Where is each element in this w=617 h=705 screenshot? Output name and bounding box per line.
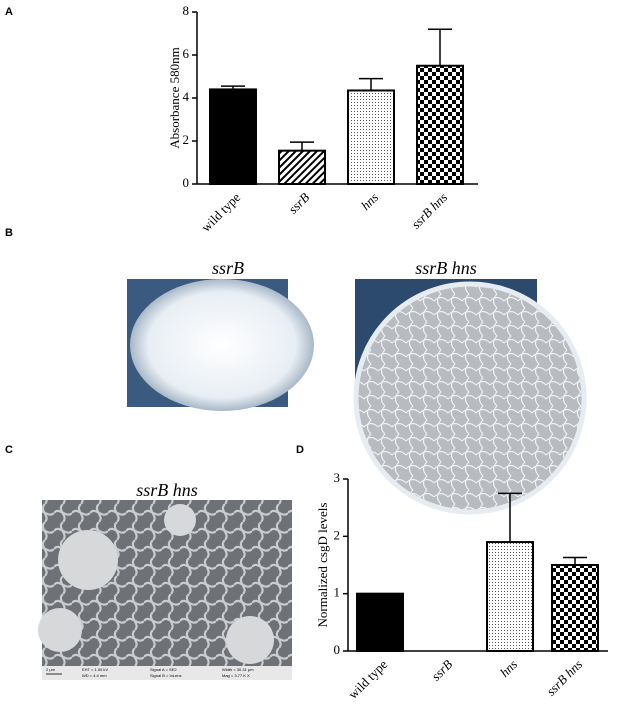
x-tick-label: ssrB hns xyxy=(543,657,585,699)
sem-info: Signal A = SE2 xyxy=(150,667,177,672)
y-axis-label: Normalized csgD levels xyxy=(315,503,330,628)
bar xyxy=(347,89,395,185)
error-bar xyxy=(498,492,522,543)
x-tick-label: ssrB hns xyxy=(408,190,450,232)
error-bar xyxy=(428,28,452,66)
panel-label: A xyxy=(5,6,13,18)
bar xyxy=(486,541,534,652)
x-tick-label: wild type xyxy=(198,189,243,234)
x-tick-label: ssrB xyxy=(285,190,312,217)
bar xyxy=(356,592,404,653)
y-tick-label: 2 xyxy=(183,132,190,147)
image-title: ssrB xyxy=(212,258,244,278)
sem-image xyxy=(38,500,292,680)
panel-label: B xyxy=(5,227,13,239)
x-tick-label: hns xyxy=(358,190,381,213)
colony-image xyxy=(353,279,587,515)
y-tick-label: 2 xyxy=(334,527,341,542)
sem-info: WD = 4.4 mm xyxy=(82,673,107,678)
y-tick-label: 0 xyxy=(183,175,190,190)
error-bar xyxy=(290,141,314,151)
bar xyxy=(278,149,326,186)
error-bar xyxy=(563,556,587,565)
sem-info: Signal B = InLens xyxy=(150,673,181,678)
y-tick-label: 0 xyxy=(334,642,341,657)
image-title: ssrB hns xyxy=(136,480,198,500)
sem-info: EHT = 1.00 kV xyxy=(82,667,108,672)
panel-label: C xyxy=(5,444,13,456)
scale-bar-label: 2 μm xyxy=(46,667,56,672)
y-tick-label: 3 xyxy=(334,470,341,485)
sem-info: Mag = 3.77 K X xyxy=(222,673,250,678)
y-tick-label: 4 xyxy=(183,89,190,104)
x-tick-label: hns xyxy=(497,657,520,680)
y-tick-label: 1 xyxy=(334,585,341,600)
panel-label: D xyxy=(296,444,304,456)
bar xyxy=(416,64,464,185)
bar xyxy=(209,88,257,185)
error-bar xyxy=(359,77,383,91)
y-tick-label: 6 xyxy=(183,46,190,61)
bar xyxy=(551,564,599,652)
x-tick-label: ssrB xyxy=(428,657,455,684)
x-tick-label: wild type xyxy=(345,656,390,701)
image-title: ssrB hns xyxy=(415,258,477,278)
sem-info: Width = 30.31 μm xyxy=(222,667,254,672)
y-axis-label: Absorbance 580nm xyxy=(167,47,182,148)
error-bar xyxy=(221,85,245,90)
y-tick-label: 8 xyxy=(183,3,190,18)
colony-image xyxy=(127,279,314,411)
